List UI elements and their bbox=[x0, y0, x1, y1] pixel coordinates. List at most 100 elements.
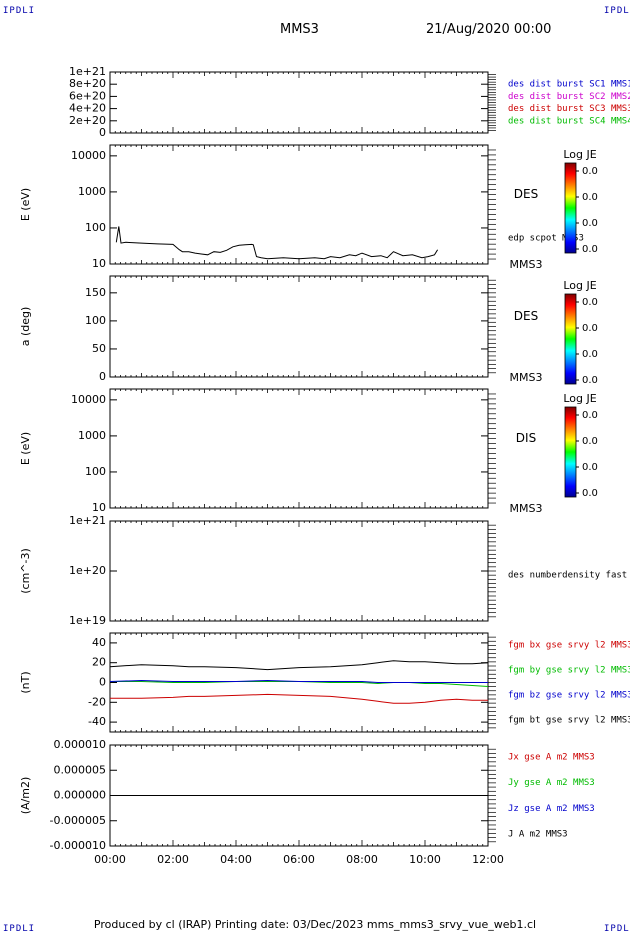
panel-1-frame bbox=[109, 144, 489, 265]
panel-5-y-tick-label: -20 bbox=[88, 695, 106, 708]
panel-5-y-tick-label: 0 bbox=[99, 676, 106, 689]
panel-2-frame bbox=[109, 275, 489, 378]
panel-2-y-tick-label: 100 bbox=[85, 314, 106, 327]
x-tick-label-3: 06:00 bbox=[283, 853, 315, 866]
panel-3-y-label: E (eV) bbox=[19, 432, 32, 465]
panel-0-legend-entry-3: des dist burst SC4 MMS4 bbox=[508, 117, 630, 127]
panel-2-colorbar-tick-label: 0.0 bbox=[582, 323, 598, 334]
panel-1-colorbar-title: Log JE bbox=[563, 148, 596, 161]
panel-0-y-tick-label: 8e+20 bbox=[69, 77, 106, 90]
panel-0-frame bbox=[109, 71, 489, 134]
panel-5-legend-entry-2: fgm bz gse srvy l2 MMS3 bbox=[508, 691, 630, 701]
panel-4-y-tick-label: 1e+20 bbox=[69, 564, 106, 577]
panel-3-colorbar bbox=[564, 406, 577, 498]
panel-3-colorbar-tick-label: 0.0 bbox=[582, 462, 598, 473]
panel-2-y-label: a (deg) bbox=[19, 307, 32, 347]
panel-1-y-tick-label: 10 bbox=[92, 257, 106, 270]
panel-3-y-tick-label: 1000 bbox=[78, 429, 106, 442]
panel-5-y-label: (nT) bbox=[19, 671, 32, 693]
footer-text: Produced by cl (IRAP) Printing date: 03/… bbox=[93, 918, 537, 931]
panel-6-y-tick-label: 0.000005 bbox=[54, 763, 107, 776]
panel-2-y-tick-label: 150 bbox=[85, 286, 106, 299]
panel-0-y-tick-label: 1e+21 bbox=[69, 65, 106, 78]
panel-3-y-tick-label: 10000 bbox=[71, 393, 106, 406]
x-tick-label-2: 04:00 bbox=[220, 853, 252, 866]
panel-1-y-tick-label: 1000 bbox=[78, 185, 106, 198]
panel-3-frame bbox=[109, 388, 489, 509]
panel-1-y-tick-label: 10000 bbox=[71, 149, 106, 162]
panel-2-colorbar bbox=[564, 293, 577, 385]
corner-mark-bottom-left: IPDLI bbox=[3, 924, 36, 934]
panel-4-legend-entry-0: des numberdensity fast M bbox=[508, 571, 630, 581]
panel-6-y-tick-label: 0.000010 bbox=[54, 738, 107, 751]
panel-1-colorbar-tick-label: 0.0 bbox=[582, 192, 598, 203]
corner-mark-right: IPDLI bbox=[604, 6, 630, 16]
panel-2-colorbar-title: Log JE bbox=[563, 279, 596, 292]
panel-0-y-tick-label: 4e+20 bbox=[69, 102, 106, 115]
panel-3-y-tick-label: 10 bbox=[92, 501, 106, 514]
panel-1-instrument-label: DES bbox=[514, 187, 538, 201]
panel-2-colorbar-tick-label: 0.0 bbox=[582, 297, 598, 308]
panel-1-colorbar bbox=[564, 162, 577, 254]
panel-5-series-3 bbox=[109, 679, 488, 683]
panel-5-legend-entry-0: fgm bx gse srvy l2 MMS3 bbox=[508, 641, 630, 651]
panel-5-y-tick-label: 40 bbox=[92, 636, 106, 649]
panel-1-colorbar-tick-label: 0.0 bbox=[582, 166, 598, 177]
panel-5-series-0 bbox=[109, 660, 489, 671]
panel-0-y-tick-label: 2e+20 bbox=[69, 114, 106, 127]
panel-3-colorbar-tick-label: 0.0 bbox=[582, 436, 598, 447]
panel-1-colorbar-tick-label: 0.0 bbox=[582, 218, 598, 229]
panel-3-instrument-label: DIS bbox=[516, 431, 536, 445]
panel-6-legend-entry-2: Jz gse A m2 MMS3 bbox=[508, 804, 595, 814]
panel-1-overlay-label: edp scpot MMS3 bbox=[508, 234, 584, 244]
panel-6-legend-entry-3: J A m2 MMS3 bbox=[508, 830, 568, 840]
x-tick-label-0: 00:00 bbox=[94, 853, 126, 866]
panel-1-series-0 bbox=[115, 226, 439, 260]
panel-3-colorbar-tick-label: 0.0 bbox=[582, 410, 598, 421]
panel-2-y-tick-label: 0 bbox=[99, 370, 106, 383]
panel-3-colorbar-title: Log JE bbox=[563, 392, 596, 405]
panel-4-y-tick-label: 1e+21 bbox=[69, 514, 106, 527]
panel-1-spacecraft-label: MMS3 bbox=[510, 258, 543, 271]
spacecraft-title: MMS3 bbox=[280, 22, 319, 37]
panel-5-legend-entry-1: fgm by gse srvy l2 MMS3 bbox=[508, 666, 630, 676]
panel-5-y-tick-label: -40 bbox=[88, 715, 106, 728]
panel-2-y-tick-label: 50 bbox=[92, 342, 106, 355]
panel-6-y-tick-label: 0.000000 bbox=[54, 789, 107, 802]
panel-0-y-tick-label: 0 bbox=[99, 126, 106, 139]
panel-3-spacecraft-label: MMS3 bbox=[510, 502, 543, 515]
corner-mark-bottom-right: IPDLI bbox=[604, 924, 630, 934]
panel-1-colorbar-tick-label: 0.0 bbox=[582, 244, 598, 255]
corner-mark-left: IPDLI bbox=[3, 6, 36, 16]
panel-4-y-label: (cm^-3) bbox=[19, 548, 32, 594]
panel-2-colorbar-tick-label: 0.0 bbox=[582, 349, 598, 360]
x-tick-label-4: 08:00 bbox=[346, 853, 378, 866]
panel-6-y-tick-label: -0.000005 bbox=[50, 814, 106, 827]
panel-3-y-tick-label: 100 bbox=[85, 465, 106, 478]
panel-0-legend-entry-0: des dist burst SC1 MMS1 bbox=[508, 80, 630, 90]
x-tick-label-5: 10:00 bbox=[409, 853, 441, 866]
panel-3-colorbar-tick-label: 0.0 bbox=[582, 488, 598, 499]
panel-1-y-label: E (eV) bbox=[19, 188, 32, 221]
panel-6-legend-entry-0: Jx gse A m2 MMS3 bbox=[508, 753, 595, 763]
panel-5-series-1 bbox=[110, 693, 488, 704]
panel-5-series-2 bbox=[110, 681, 489, 687]
panel-2-colorbar-tick-label: 0.0 bbox=[582, 375, 598, 386]
panel-6-legend-entry-1: Jy gse A m2 MMS3 bbox=[508, 778, 595, 788]
panel-4-y-tick-label: 1e+19 bbox=[69, 614, 106, 627]
panel-0-legend-entry-2: des dist burst SC3 MMS3 bbox=[508, 104, 630, 114]
panel-6-y-tick-label: -0.000010 bbox=[50, 839, 106, 852]
panel-2-instrument-label: DES bbox=[514, 309, 538, 323]
panel-5-y-tick-label: 20 bbox=[92, 656, 106, 669]
panel-2-spacecraft-label: MMS3 bbox=[510, 371, 543, 384]
panel-1-y-tick-label: 100 bbox=[85, 221, 106, 234]
x-tick-label-6: 12:00 bbox=[472, 853, 504, 866]
x-tick-label-1: 02:00 bbox=[157, 853, 189, 866]
panel-5-legend-entry-3: fgm bt gse srvy l2 MMS3 bbox=[508, 716, 630, 726]
panel-6-y-label: (A/m2) bbox=[19, 777, 32, 815]
panel-0-legend-entry-1: des dist burst SC2 MMS2 bbox=[508, 92, 630, 102]
date-title: 21/Aug/2020 00:00 bbox=[426, 22, 552, 37]
panel-4-frame bbox=[109, 520, 489, 622]
panel-0-y-tick-label: 6e+20 bbox=[69, 89, 106, 102]
